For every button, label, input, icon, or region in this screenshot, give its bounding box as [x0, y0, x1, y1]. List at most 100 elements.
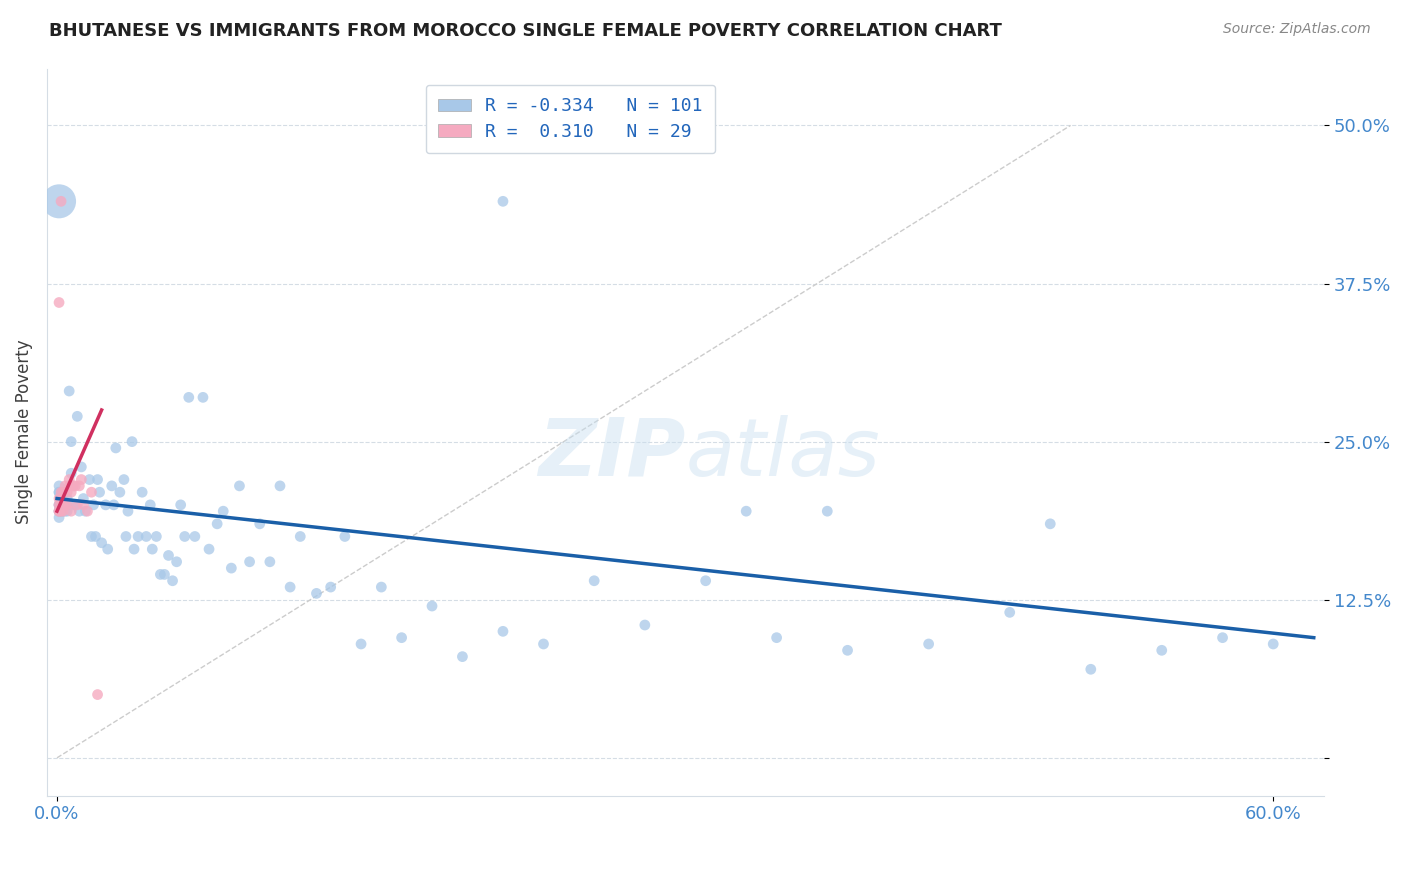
- Point: [259, 555, 281, 569]
- Point: [67, 479, 90, 493]
- Point: [56, 498, 79, 512]
- Point: [127, 529, 149, 543]
- Point: [53, 498, 76, 512]
- Point: [80, 485, 103, 500]
- Point: [53, 479, 76, 493]
- Point: [86, 688, 108, 702]
- Point: [269, 479, 291, 493]
- Point: [58, 384, 80, 398]
- Point: [48, 504, 70, 518]
- Point: [49, 491, 72, 506]
- Point: [49, 194, 72, 209]
- Point: [765, 631, 787, 645]
- Point: [139, 498, 162, 512]
- Point: [634, 618, 657, 632]
- Point: [52, 498, 75, 512]
- Point: [815, 504, 838, 518]
- Point: [58, 473, 80, 487]
- Point: [350, 637, 373, 651]
- Point: [735, 504, 758, 518]
- Point: [49, 504, 72, 518]
- Point: [305, 586, 328, 600]
- Point: [1263, 637, 1285, 651]
- Point: [249, 516, 271, 531]
- Point: [53, 504, 76, 518]
- Point: [53, 498, 76, 512]
- Point: [65, 479, 87, 493]
- Point: [1212, 631, 1234, 645]
- Point: [52, 504, 75, 518]
- Point: [75, 504, 97, 518]
- Point: [492, 194, 515, 209]
- Point: [391, 631, 413, 645]
- Point: [141, 542, 163, 557]
- Point: [173, 529, 195, 543]
- Point: [1039, 516, 1062, 531]
- Point: [48, 510, 70, 524]
- Point: [52, 491, 75, 506]
- Point: [62, 479, 84, 493]
- Point: [184, 529, 207, 543]
- Point: [58, 479, 80, 493]
- Point: [370, 580, 392, 594]
- Point: [49, 498, 72, 512]
- Point: [80, 529, 103, 543]
- Point: [56, 504, 79, 518]
- Point: [162, 574, 184, 588]
- Point: [420, 599, 443, 613]
- Point: [917, 637, 939, 651]
- Point: [83, 498, 105, 512]
- Point: [48, 504, 70, 518]
- Point: [76, 504, 98, 518]
- Point: [97, 542, 120, 557]
- Point: [49, 504, 72, 518]
- Point: [157, 549, 180, 563]
- Point: [278, 580, 301, 594]
- Point: [198, 542, 221, 557]
- Point: [1150, 643, 1173, 657]
- Legend: R = -0.334   N = 101, R =  0.310   N = 29: R = -0.334 N = 101, R = 0.310 N = 29: [426, 85, 716, 153]
- Point: [65, 498, 87, 512]
- Point: [48, 485, 70, 500]
- Point: [451, 649, 474, 664]
- Point: [221, 561, 243, 575]
- Point: [66, 498, 89, 512]
- Point: [48, 194, 70, 209]
- Point: [131, 485, 153, 500]
- Point: [60, 434, 83, 449]
- Point: [319, 580, 342, 594]
- Point: [48, 498, 70, 512]
- Point: [583, 574, 606, 588]
- Point: [533, 637, 555, 651]
- Point: [177, 390, 200, 404]
- Point: [492, 624, 515, 639]
- Point: [153, 567, 176, 582]
- Y-axis label: Single Female Poverty: Single Female Poverty: [15, 340, 32, 524]
- Point: [86, 473, 108, 487]
- Text: ZIP: ZIP: [538, 415, 685, 493]
- Point: [103, 498, 125, 512]
- Point: [112, 473, 135, 487]
- Point: [66, 409, 89, 424]
- Point: [1080, 662, 1102, 676]
- Point: [56, 498, 79, 512]
- Point: [122, 542, 145, 557]
- Point: [191, 390, 214, 404]
- Point: [290, 529, 312, 543]
- Point: [62, 498, 84, 512]
- Point: [117, 504, 139, 518]
- Point: [67, 504, 90, 518]
- Point: [79, 473, 101, 487]
- Point: [149, 567, 172, 582]
- Point: [228, 479, 250, 493]
- Point: [49, 485, 72, 500]
- Point: [837, 643, 859, 657]
- Point: [239, 555, 262, 569]
- Point: [52, 504, 75, 518]
- Point: [89, 485, 111, 500]
- Point: [135, 529, 157, 543]
- Point: [60, 485, 83, 500]
- Point: [60, 467, 83, 481]
- Point: [70, 459, 93, 474]
- Point: [48, 491, 70, 506]
